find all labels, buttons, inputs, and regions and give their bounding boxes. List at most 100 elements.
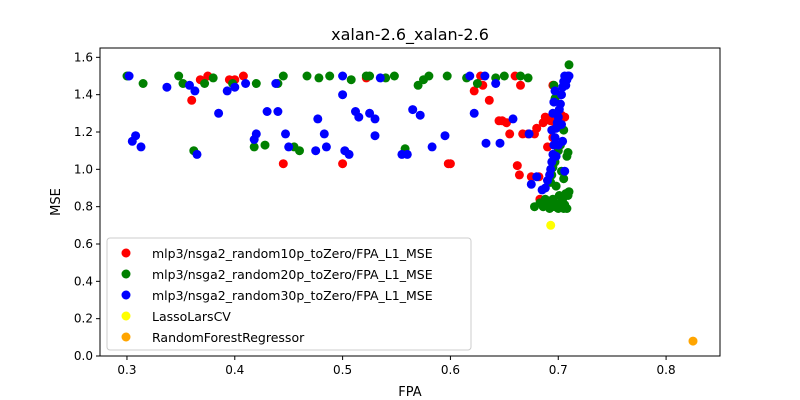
data-point	[138, 79, 148, 88]
data-point	[532, 123, 542, 133]
data-point	[325, 71, 335, 81]
y-tick-label: 1.2	[74, 125, 93, 139]
data-point	[370, 131, 380, 141]
data-point	[546, 220, 556, 230]
data-point	[131, 131, 141, 141]
data-point	[365, 108, 375, 118]
data-point	[408, 105, 418, 115]
legend-entry: mlp3/nsga2_random10p_toZero/FPA_L1_MSE	[121, 246, 433, 261]
data-point	[465, 71, 475, 81]
data-point	[516, 71, 525, 81]
data-point	[505, 129, 515, 139]
legend-entries: mlp3/nsga2_random10p_toZero/FPA_L1_MSEml…	[121, 246, 433, 345]
data-point	[375, 73, 385, 83]
points-layer	[122, 60, 698, 346]
data-point	[124, 71, 134, 81]
data-point	[547, 125, 557, 135]
data-point	[365, 71, 375, 81]
legend-box	[106, 237, 472, 351]
data-point	[548, 108, 558, 118]
data-point	[192, 149, 202, 159]
data-point	[338, 71, 348, 81]
x-tick-label: 0.8	[657, 363, 676, 377]
data-point	[262, 107, 272, 116]
chart-title: xalan-2.6_xalan-2.6	[331, 25, 489, 45]
legend-entry: RandomForestRegressor	[121, 330, 305, 345]
data-point	[564, 187, 574, 197]
data-point	[532, 172, 542, 182]
data-point	[415, 110, 425, 120]
data-point	[427, 142, 437, 152]
x-tick-label: 0.5	[333, 363, 352, 377]
data-point	[508, 114, 518, 124]
data-point	[321, 142, 331, 152]
series-4-points	[688, 336, 698, 346]
legend-label: mlp3/nsga2_random20p_toZero/FPA_L1_MSE	[152, 267, 433, 282]
data-point	[546, 164, 556, 174]
data-point	[284, 142, 294, 152]
legend-marker	[121, 332, 131, 342]
y-tick-label: 0.2	[74, 312, 93, 326]
legend-label: LassoLarsCV	[152, 309, 231, 324]
data-point	[551, 151, 561, 161]
data-point	[313, 114, 323, 124]
legend-entry: LassoLarsCV	[121, 309, 231, 324]
data-point	[472, 79, 482, 88]
legend-entry: mlp3/nsga2_random30p_toZero/FPA_L1_MSE	[121, 288, 433, 303]
legend-marker	[121, 290, 131, 300]
data-point	[560, 112, 570, 122]
data-point	[563, 148, 573, 157]
data-point	[481, 138, 491, 148]
data-point	[185, 80, 194, 90]
y-tick-label: 1.4	[74, 88, 93, 102]
data-point	[558, 136, 568, 146]
data-point	[442, 71, 452, 81]
data-point	[540, 183, 550, 193]
data-point	[484, 95, 494, 105]
data-point	[512, 161, 522, 171]
data-point	[523, 73, 533, 83]
data-point	[338, 90, 348, 100]
data-point	[271, 79, 281, 88]
data-point	[187, 95, 197, 105]
legend-marker	[121, 248, 131, 258]
data-point	[260, 140, 270, 150]
data-point	[302, 71, 312, 81]
x-tick-label: 0.3	[117, 363, 136, 377]
data-point	[311, 146, 321, 156]
legend: mlp3/nsga2_random10p_toZero/FPA_L1_MSEml…	[106, 237, 472, 351]
data-point	[162, 82, 172, 92]
data-point	[249, 142, 259, 152]
data-point	[564, 71, 574, 81]
data-point	[251, 79, 261, 88]
y-tick-label: 1.0	[74, 162, 93, 176]
data-point	[346, 75, 356, 85]
legend-label: mlp3/nsga2_random10p_toZero/FPA_L1_MSE	[152, 246, 433, 261]
data-point	[424, 71, 434, 81]
y-tick-label: 1.6	[74, 50, 93, 64]
legend-label: RandomForestRegressor	[152, 330, 305, 345]
data-point	[278, 159, 288, 169]
data-point	[208, 73, 218, 83]
data-point	[440, 131, 450, 141]
data-point	[688, 336, 698, 346]
data-point	[445, 159, 455, 169]
series-3-points	[546, 220, 556, 230]
data-point	[230, 82, 240, 92]
x-tick-label: 0.4	[225, 363, 244, 377]
data-point	[516, 80, 525, 90]
series-2-points	[124, 71, 574, 195]
x-axis-label: FPA	[398, 385, 421, 400]
y-tick-label: 0.4	[74, 274, 93, 288]
data-point	[551, 181, 561, 191]
legend-label: mlp3/nsga2_random30p_toZero/FPA_L1_MSE	[152, 288, 433, 303]
data-point	[550, 86, 560, 96]
data-point	[557, 120, 566, 129]
y-axis-label: MSE	[49, 188, 64, 216]
data-point	[524, 129, 534, 139]
data-point	[354, 112, 364, 122]
data-point	[251, 129, 261, 139]
x-tick-label: 0.7	[549, 363, 568, 377]
x-tick-label: 0.6	[441, 363, 460, 377]
data-point	[319, 129, 329, 139]
